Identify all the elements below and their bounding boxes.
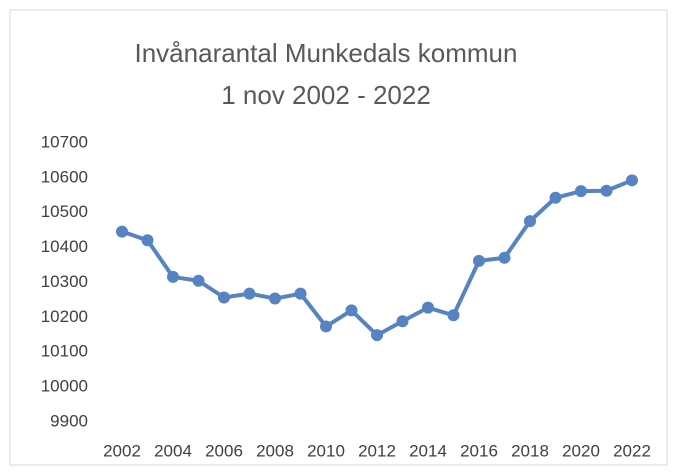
x-tick-label: 2022 (613, 441, 651, 460)
y-tick-label: 10200 (41, 307, 88, 326)
data-point (396, 315, 409, 328)
x-tick-label: 2008 (256, 441, 294, 460)
y-tick-label: 9900 (50, 411, 88, 430)
data-point (167, 270, 179, 283)
data-point (243, 287, 256, 300)
data-point (447, 309, 460, 322)
y-tick-label: 10400 (41, 237, 88, 256)
data-point (549, 191, 562, 204)
chart-subtitle: 1 nov 2002 - 2022 (221, 80, 431, 110)
chart-title: Invånarantal Munkedals kommun (135, 38, 518, 68)
data-point (498, 251, 511, 264)
chart-border (9, 9, 668, 466)
y-tick-label: 10700 (41, 132, 88, 151)
data-point (345, 304, 358, 317)
data-point (192, 274, 205, 287)
data-point (626, 174, 638, 187)
data-point (141, 234, 154, 247)
x-tick-label: 2014 (409, 441, 447, 460)
y-tick-label: 10000 (41, 377, 88, 396)
x-tick-label: 2016 (460, 441, 498, 460)
y-tick-label: 10100 (41, 342, 88, 361)
data-point (218, 291, 230, 304)
x-tick-label: 2020 (562, 441, 600, 460)
data-point (600, 184, 613, 197)
data-point (575, 185, 587, 198)
data-point (294, 287, 307, 300)
x-tick-label: 2012 (358, 441, 396, 460)
data-point (524, 215, 536, 228)
x-tick-label: 2002 (103, 441, 141, 460)
y-tick-label: 10500 (41, 202, 88, 221)
data-point (116, 225, 128, 238)
data-point (422, 301, 434, 314)
data-point (320, 320, 332, 333)
y-tick-label: 10300 (41, 272, 88, 291)
x-tick-label: 2010 (307, 441, 345, 460)
y-tick-label: 10600 (41, 167, 88, 186)
data-point (269, 292, 281, 305)
x-tick-label: 2004 (154, 441, 192, 460)
data-point (473, 254, 485, 267)
x-tick-label: 2018 (511, 441, 549, 460)
x-tick-label: 2006 (205, 441, 243, 460)
data-point (371, 329, 383, 342)
